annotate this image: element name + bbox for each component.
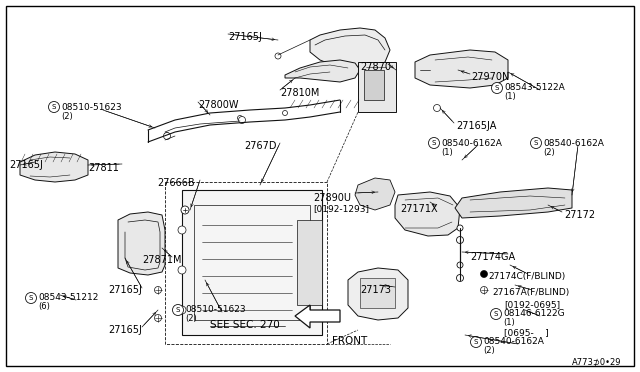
Bar: [165, 182, 327, 344]
Text: [0695-    ]: [0695- ]: [504, 328, 548, 337]
Polygon shape: [348, 268, 408, 320]
Polygon shape: [395, 192, 460, 236]
Polygon shape: [455, 188, 572, 218]
Polygon shape: [285, 60, 360, 82]
Text: (1): (1): [441, 148, 452, 157]
Polygon shape: [364, 70, 384, 100]
Circle shape: [470, 337, 481, 347]
Text: (1): (1): [503, 318, 515, 327]
Text: 27870: 27870: [360, 62, 391, 72]
Circle shape: [457, 262, 463, 268]
Text: 27165JA: 27165JA: [456, 121, 497, 131]
Text: 27800W: 27800W: [198, 100, 239, 110]
Text: 27165J: 27165J: [9, 160, 43, 170]
Text: S: S: [474, 339, 478, 345]
Circle shape: [49, 102, 60, 112]
Polygon shape: [355, 178, 395, 210]
Polygon shape: [358, 62, 396, 112]
Text: 27174C(F/BLIND): 27174C(F/BLIND): [488, 272, 565, 281]
Circle shape: [239, 116, 246, 124]
Text: 27871M: 27871M: [142, 255, 182, 265]
Text: S: S: [29, 295, 33, 301]
Circle shape: [26, 292, 36, 304]
Polygon shape: [118, 212, 165, 275]
Text: 08540-6162A: 08540-6162A: [483, 337, 544, 346]
Text: 08540-6162A: 08540-6162A: [543, 138, 604, 148]
Polygon shape: [182, 190, 322, 335]
Circle shape: [492, 83, 502, 93]
Polygon shape: [297, 220, 322, 305]
Text: S: S: [534, 140, 538, 146]
Text: (2): (2): [61, 112, 73, 121]
Text: 27171X: 27171X: [400, 204, 438, 214]
Text: 27165J: 27165J: [108, 325, 142, 335]
Text: S: S: [176, 307, 180, 313]
Text: 08146-6122G: 08146-6122G: [503, 310, 564, 318]
Circle shape: [456, 237, 463, 244]
Text: 27811: 27811: [88, 163, 119, 173]
Circle shape: [163, 132, 170, 140]
Text: (6): (6): [38, 302, 50, 311]
Text: 08543-51212: 08543-51212: [38, 294, 99, 302]
Text: 2767D: 2767D: [244, 141, 276, 151]
Text: S: S: [52, 104, 56, 110]
Text: [0192-0695]: [0192-0695]: [504, 300, 560, 309]
Polygon shape: [310, 28, 390, 70]
Circle shape: [173, 305, 184, 315]
Circle shape: [481, 270, 488, 278]
Text: 27970N: 27970N: [471, 72, 509, 82]
Polygon shape: [295, 305, 340, 328]
Text: (2): (2): [483, 346, 495, 356]
Text: 27890U: 27890U: [313, 193, 351, 203]
Circle shape: [178, 266, 186, 274]
Text: 27173: 27173: [360, 285, 391, 295]
Circle shape: [481, 286, 488, 294]
Text: 27810M: 27810M: [280, 88, 319, 98]
Circle shape: [531, 138, 541, 148]
Text: 27172: 27172: [564, 210, 595, 220]
Circle shape: [154, 286, 161, 294]
Text: 08510-51623: 08510-51623: [185, 305, 246, 314]
Text: 27165J: 27165J: [108, 285, 142, 295]
Text: 27666B: 27666B: [157, 178, 195, 188]
Text: (1): (1): [504, 93, 516, 102]
Text: 08540-6162A: 08540-6162A: [441, 138, 502, 148]
Circle shape: [490, 308, 502, 320]
Circle shape: [433, 105, 440, 112]
Circle shape: [178, 306, 186, 314]
Text: S: S: [495, 85, 499, 91]
Circle shape: [429, 138, 440, 148]
Text: S: S: [432, 140, 436, 146]
Text: [0192-1293]: [0192-1293]: [313, 204, 369, 213]
Text: 08510-51623: 08510-51623: [61, 103, 122, 112]
Text: S: S: [494, 311, 498, 317]
Text: 27165J: 27165J: [228, 32, 262, 42]
Text: (2): (2): [543, 148, 555, 157]
Circle shape: [181, 206, 189, 214]
Text: FRONT: FRONT: [332, 336, 367, 346]
Circle shape: [275, 53, 281, 59]
Text: (2): (2): [185, 314, 196, 324]
Circle shape: [457, 225, 463, 231]
Polygon shape: [20, 152, 88, 182]
Text: A773⊅0•29: A773⊅0•29: [572, 358, 621, 367]
Circle shape: [178, 226, 186, 234]
Text: 27167A(F/BLIND): 27167A(F/BLIND): [492, 288, 569, 297]
Text: SEE SEC. 270: SEE SEC. 270: [210, 320, 280, 330]
Polygon shape: [360, 278, 395, 308]
Circle shape: [154, 314, 161, 321]
Polygon shape: [415, 50, 508, 88]
Circle shape: [456, 275, 463, 282]
Text: 27174GA: 27174GA: [470, 252, 515, 262]
Text: 08543-5122A: 08543-5122A: [504, 83, 564, 93]
